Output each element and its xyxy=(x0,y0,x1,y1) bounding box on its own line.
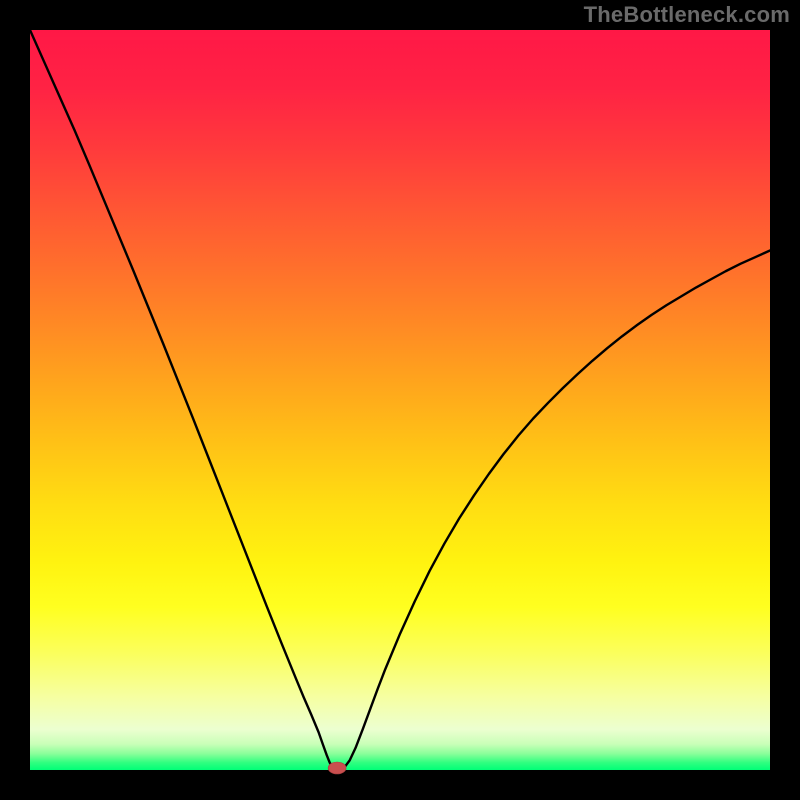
optimal-marker xyxy=(328,762,346,774)
chart-container: TheBottleneck.com xyxy=(0,0,800,800)
watermark-text: TheBottleneck.com xyxy=(584,2,790,28)
bottleneck-chart xyxy=(0,0,800,800)
